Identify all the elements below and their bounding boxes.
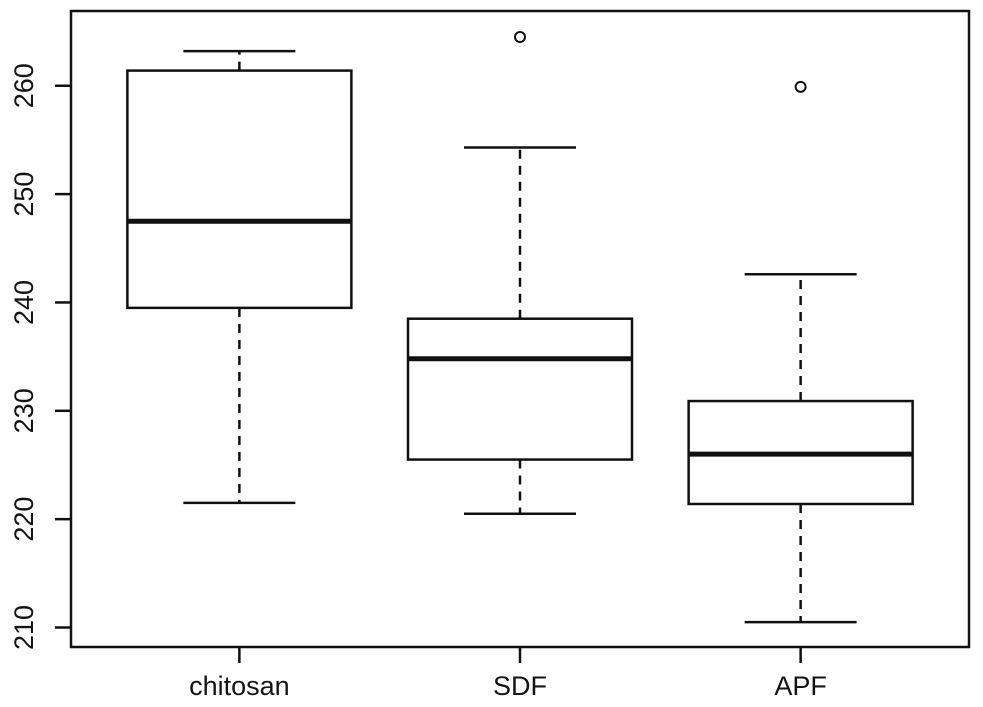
y-axis-tick-label: 230 [9, 388, 39, 433]
y-axis-tick-label: 250 [9, 172, 39, 217]
x-axis-category-label: SDF [493, 671, 547, 701]
y-axis-tick-label: 260 [9, 63, 39, 108]
plot-frame [69, 9, 971, 649]
y-axis-tick-label: 220 [9, 497, 39, 542]
y-axis-tick-label: 240 [9, 280, 39, 325]
iqr-box-chitosan [126, 69, 353, 310]
y-axis-tick-label: 210 [9, 605, 39, 650]
x-axis-category-label: chitosan [189, 671, 290, 701]
outlier-point [514, 31, 526, 44]
outlier-point [794, 80, 807, 93]
x-axis-category-label: APF [774, 671, 827, 701]
iqr-box-sdf [406, 317, 634, 461]
